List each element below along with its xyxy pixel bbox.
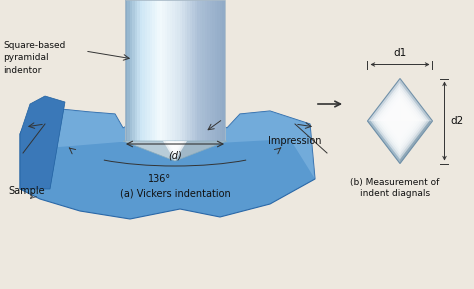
Bar — [177, 0, 181, 141]
Bar — [210, 0, 213, 141]
Bar — [205, 0, 208, 141]
Bar — [175, 0, 178, 141]
Bar — [208, 0, 210, 141]
Polygon shape — [400, 121, 432, 164]
Polygon shape — [392, 111, 408, 131]
Bar — [147, 0, 151, 141]
Bar — [157, 0, 161, 141]
Bar — [167, 0, 171, 141]
Bar — [130, 0, 133, 141]
Polygon shape — [400, 79, 432, 121]
Polygon shape — [380, 95, 419, 147]
Text: (d): (d) — [168, 150, 182, 160]
Bar — [140, 0, 143, 141]
Polygon shape — [165, 141, 184, 158]
Polygon shape — [175, 141, 227, 161]
Bar — [222, 0, 226, 141]
Bar — [192, 0, 195, 141]
Text: (b) Measurement of
indent diagnals: (b) Measurement of indent diagnals — [350, 177, 440, 198]
Bar — [153, 0, 155, 141]
Polygon shape — [168, 142, 182, 155]
Polygon shape — [20, 109, 315, 179]
Bar — [198, 0, 201, 141]
Polygon shape — [378, 92, 422, 150]
Bar — [128, 0, 130, 141]
Polygon shape — [170, 142, 180, 153]
Bar — [200, 0, 203, 141]
Bar — [218, 0, 220, 141]
Polygon shape — [173, 142, 177, 147]
Bar — [202, 0, 206, 141]
Polygon shape — [367, 121, 400, 164]
Polygon shape — [174, 143, 176, 145]
Polygon shape — [375, 89, 424, 153]
Bar — [170, 0, 173, 141]
Polygon shape — [172, 142, 178, 150]
Bar — [220, 0, 223, 141]
Polygon shape — [163, 141, 187, 161]
Bar — [185, 0, 188, 141]
Text: d1: d1 — [393, 49, 407, 58]
Bar — [155, 0, 158, 141]
Bar — [160, 0, 163, 141]
Bar — [135, 0, 138, 141]
Polygon shape — [20, 96, 65, 189]
Polygon shape — [373, 86, 427, 156]
Bar — [143, 0, 146, 141]
Bar — [195, 0, 198, 141]
Bar — [180, 0, 183, 141]
Text: d2: d2 — [450, 116, 464, 126]
Bar — [188, 0, 191, 141]
Polygon shape — [383, 98, 417, 144]
Text: Impression: Impression — [268, 136, 321, 146]
Bar — [137, 0, 140, 141]
Text: Square-based
pyramidal
indentor: Square-based pyramidal indentor — [3, 41, 65, 75]
Bar — [145, 0, 148, 141]
Bar — [125, 0, 225, 141]
Bar — [165, 0, 168, 141]
Bar — [150, 0, 153, 141]
Text: (a) Vickers indentation: (a) Vickers indentation — [119, 189, 230, 199]
Polygon shape — [385, 101, 415, 140]
Polygon shape — [388, 105, 412, 137]
Bar — [173, 0, 175, 141]
Text: 136°: 136° — [148, 174, 172, 184]
Bar — [215, 0, 218, 141]
Polygon shape — [371, 83, 429, 159]
Bar — [190, 0, 193, 141]
Bar — [182, 0, 185, 141]
Bar — [163, 0, 165, 141]
Polygon shape — [367, 79, 400, 121]
Text: Sample: Sample — [8, 186, 45, 196]
Polygon shape — [390, 108, 410, 134]
Polygon shape — [20, 109, 315, 219]
Bar — [125, 0, 128, 141]
Polygon shape — [123, 141, 175, 161]
Bar — [212, 0, 216, 141]
Bar — [133, 0, 136, 141]
